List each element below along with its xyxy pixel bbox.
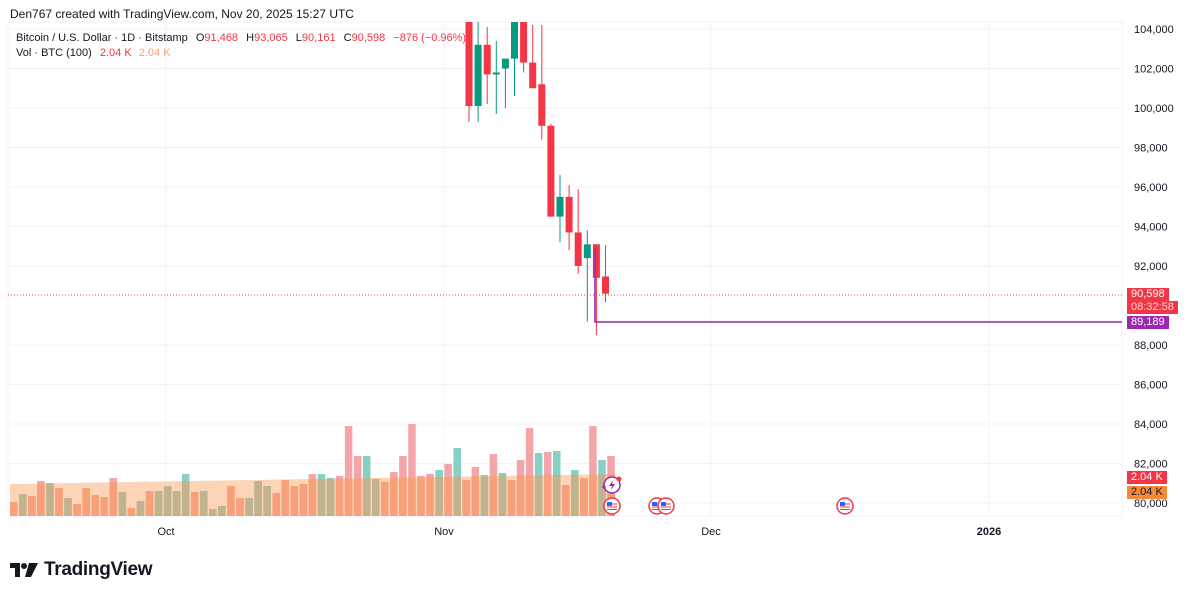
open-label: O [195, 32, 205, 44]
grid-lines [8, 22, 1122, 516]
volume-ma-tag: 2.04 K [1127, 486, 1167, 499]
tradingview-logo-icon [10, 563, 38, 577]
volume-ma-value: 2.04 K [138, 47, 171, 59]
volume-bars [10, 424, 616, 516]
volume-tag: 2.04 K [1127, 471, 1167, 484]
high-value: 93,065 [254, 32, 288, 44]
time-axis[interactable]: Oct Nov Dec 2026 [157, 526, 1001, 538]
price-axis-label: 86,000 [1134, 380, 1168, 392]
last-price-tag: 90,598 [1127, 288, 1169, 301]
chart-credit: Den767 created with TradingView.com, Nov… [10, 7, 354, 21]
time-axis-label: Dec [701, 526, 721, 538]
price-axis-label: 102,000 [1134, 64, 1174, 76]
price-axis-label: 92,000 [1134, 261, 1168, 273]
tradingview-logo-text: TradingView [44, 559, 153, 580]
price-axis-label: 80,000 [1134, 498, 1168, 510]
close-value: 90,598 [351, 32, 386, 44]
time-axis-label: Nov [434, 526, 454, 538]
price-axis-label: 104,000 [1134, 24, 1174, 36]
price-axis-label: 84,000 [1134, 419, 1168, 431]
us-economic-event-icon[interactable] [836, 497, 854, 515]
candlesticks [465, 22, 609, 336]
legend-symbol-row[interactable]: Bitcoin / U.S. Dollar · 1D · Bitstamp O9… [16, 31, 466, 46]
open-value: 91,468 [204, 32, 239, 44]
price-axis-label: 98,000 [1134, 143, 1168, 155]
price-axis-label: 100,000 [1134, 103, 1174, 115]
symbol-name[interactable]: Bitcoin / U.S. Dollar · 1D · Bitstamp [16, 32, 188, 44]
legend-volume-row[interactable]: Vol · BTC (100) 2.04 K 2.04 K [16, 46, 466, 61]
change-value: −876 (−0.96%) [393, 32, 467, 44]
high-label: H [246, 32, 255, 44]
volume-value: 2.04 K [99, 47, 132, 59]
horizontal-line-price-tag: 89,189 [1127, 316, 1169, 329]
horizontal-ray-line[interactable] [594, 249, 1122, 323]
price-axis-label: 94,000 [1134, 222, 1168, 234]
price-axis[interactable]: 104,000 102,000 100,000 98,000 96,000 94,000 9… [1134, 24, 1174, 510]
time-axis-label: 2026 [977, 526, 1001, 538]
close-label: C [343, 32, 352, 44]
ai-event-icon[interactable] [602, 476, 622, 494]
time-axis-label: Oct [157, 526, 174, 538]
us-economic-event-icon[interactable] [657, 497, 675, 515]
volume-indicator-name[interactable]: Vol · BTC (100) [16, 47, 92, 59]
bar-countdown-tag: 08:32:58 [1127, 301, 1178, 314]
chart-pane-border [7, 21, 1123, 517]
price-axis-label: 96,000 [1134, 182, 1168, 194]
chart-legend: Bitcoin / U.S. Dollar · 1D · Bitstamp O9… [16, 31, 466, 61]
price-axis-label: 88,000 [1134, 340, 1168, 352]
tradingview-logo[interactable]: TradingView [10, 559, 153, 581]
price-axis-label: 82,000 [1134, 459, 1168, 471]
low-value: 90,161 [301, 32, 336, 44]
us-economic-event-icon[interactable] [603, 497, 621, 515]
low-label: L [295, 32, 302, 44]
